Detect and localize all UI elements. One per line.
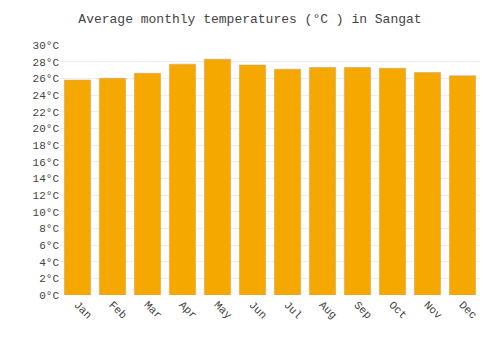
svg-text:Aug: Aug [316,299,338,321]
svg-text:28°C: 28°C [33,57,60,69]
svg-text:8°C: 8°C [39,223,59,235]
svg-text:24°C: 24°C [33,90,60,102]
svg-text:Apr: Apr [176,299,198,321]
svg-text:Jul: Jul [281,299,303,321]
svg-text:Sep: Sep [351,299,373,321]
svg-text:Oct: Oct [386,299,408,321]
svg-text:10°C: 10°C [33,207,60,219]
svg-text:26°C: 26°C [33,73,60,85]
svg-text:30°C: 30°C [33,40,60,52]
svg-text:16°C: 16°C [33,157,60,169]
svg-text:20°C: 20°C [33,123,60,135]
svg-text:Jan: Jan [71,299,93,321]
svg-text:14°C: 14°C [33,173,60,185]
svg-text:May: May [211,299,234,322]
svg-text:Nov: Nov [421,299,444,322]
svg-text:Average monthly temperatures (: Average monthly temperatures (°C ) in Sa… [78,12,421,27]
svg-text:Mar: Mar [141,299,163,321]
svg-text:0°C: 0°C [39,290,59,302]
svg-text:12°C: 12°C [33,190,60,202]
svg-text:6°C: 6°C [39,240,59,252]
svg-text:Jun: Jun [246,299,268,321]
svg-text:Dec: Dec [456,299,478,321]
svg-text:18°C: 18°C [33,140,60,152]
svg-text:4°C: 4°C [39,257,59,269]
svg-text:2°C: 2°C [39,273,59,285]
svg-text:22°C: 22°C [33,107,60,119]
svg-text:Feb: Feb [106,299,128,321]
